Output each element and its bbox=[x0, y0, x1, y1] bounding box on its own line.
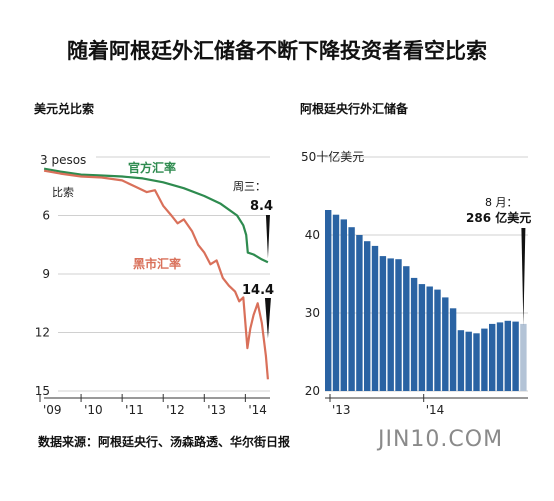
y-tick-label: 40 bbox=[305, 228, 320, 242]
y-tick-label: 20 bbox=[305, 384, 320, 398]
wednesday-label: 周三： bbox=[233, 180, 266, 193]
bar bbox=[410, 277, 418, 391]
bar-pointer bbox=[521, 228, 526, 326]
x-tick-label: '09 bbox=[43, 403, 62, 417]
bar bbox=[504, 320, 511, 391]
bar bbox=[403, 266, 410, 391]
main-title: 随着阿根廷外汇储备不断下降投资者看空比索 bbox=[67, 39, 487, 63]
x-tick-label: '13 bbox=[207, 403, 226, 417]
y-unit-label: 50十亿美元 bbox=[301, 149, 364, 164]
official-rate-label: 官方汇率 bbox=[128, 160, 176, 175]
bar bbox=[481, 328, 488, 391]
y-tick-label: 30 bbox=[305, 306, 320, 320]
bar bbox=[426, 286, 433, 391]
right-pointer-markers bbox=[521, 228, 526, 326]
y-tick-label: 12 bbox=[35, 326, 50, 340]
bar bbox=[457, 330, 465, 391]
y-tick-label: 6 bbox=[42, 209, 50, 223]
black-value-label: 14.4 bbox=[242, 283, 274, 298]
watermark: JIN10.COM bbox=[376, 427, 503, 452]
y-unit-label: 3 pesos bbox=[40, 153, 86, 167]
left-gridlines bbox=[58, 156, 270, 392]
source-note: 数据来源：阿根廷央行、汤森路透、华尔街日报 bbox=[38, 434, 290, 449]
bar bbox=[473, 333, 480, 391]
black-pointer bbox=[264, 298, 271, 339]
official-pointer bbox=[265, 215, 270, 259]
bar bbox=[340, 219, 347, 391]
exchange-rate-chart: 6 9 12 15 '09 '10 '11 '12 '13 '14 3 pesos 比索 官方汇率… bbox=[35, 153, 274, 417]
x-tick-label: '14 bbox=[426, 403, 445, 417]
x-tick-label: '12 bbox=[166, 403, 185, 417]
right-axis: 20 30 40 50十亿美元 '13 '14 bbox=[301, 149, 528, 417]
x-tick-label: '13 bbox=[332, 403, 351, 417]
bar bbox=[364, 241, 371, 391]
right-chart-title: 阿根廷央行外汇储备 bbox=[300, 101, 409, 116]
x-tick-label: '14 bbox=[248, 403, 267, 417]
bar-month-label: 8 月： bbox=[485, 196, 518, 209]
bar bbox=[489, 323, 496, 391]
bar bbox=[356, 235, 363, 391]
black-market-rate-line bbox=[43, 169, 269, 380]
bar bbox=[325, 210, 332, 391]
y-unit-sub: 比索 bbox=[52, 185, 74, 199]
official-rate-line bbox=[43, 167, 269, 264]
left-chart-title: 美元兑比索 bbox=[34, 101, 94, 116]
bar bbox=[379, 256, 387, 391]
x-tick-label: '11 bbox=[125, 403, 144, 417]
right-bars bbox=[325, 210, 527, 391]
official-value-label: 8.4 bbox=[250, 199, 273, 214]
bar-latest bbox=[520, 323, 527, 391]
bar bbox=[434, 289, 441, 391]
x-tick-label: '10 bbox=[84, 403, 103, 417]
bar bbox=[348, 227, 355, 391]
bar bbox=[371, 245, 379, 391]
bar bbox=[512, 321, 519, 391]
black-rate-label: 黑市汇率 bbox=[133, 256, 181, 271]
bar bbox=[442, 297, 449, 391]
bar bbox=[395, 259, 402, 391]
y-tick-label: 9 bbox=[42, 267, 50, 281]
left-pointer-markers bbox=[264, 215, 271, 339]
y-tick-label: 15 bbox=[35, 384, 50, 398]
bar bbox=[418, 284, 426, 391]
bar bbox=[387, 258, 394, 391]
bar-value-label: 286 亿美元 bbox=[466, 210, 531, 225]
bar bbox=[332, 214, 340, 391]
left-series-lines bbox=[43, 167, 269, 380]
reserves-chart: 20 30 40 50十亿美元 '13 '14 8 月： 286 亿美元 bbox=[301, 149, 531, 417]
bar bbox=[465, 331, 472, 391]
left-axis: 6 9 12 15 '09 '10 '11 '12 '13 '14 bbox=[35, 209, 270, 417]
bar bbox=[449, 308, 457, 391]
bar bbox=[496, 322, 504, 391]
